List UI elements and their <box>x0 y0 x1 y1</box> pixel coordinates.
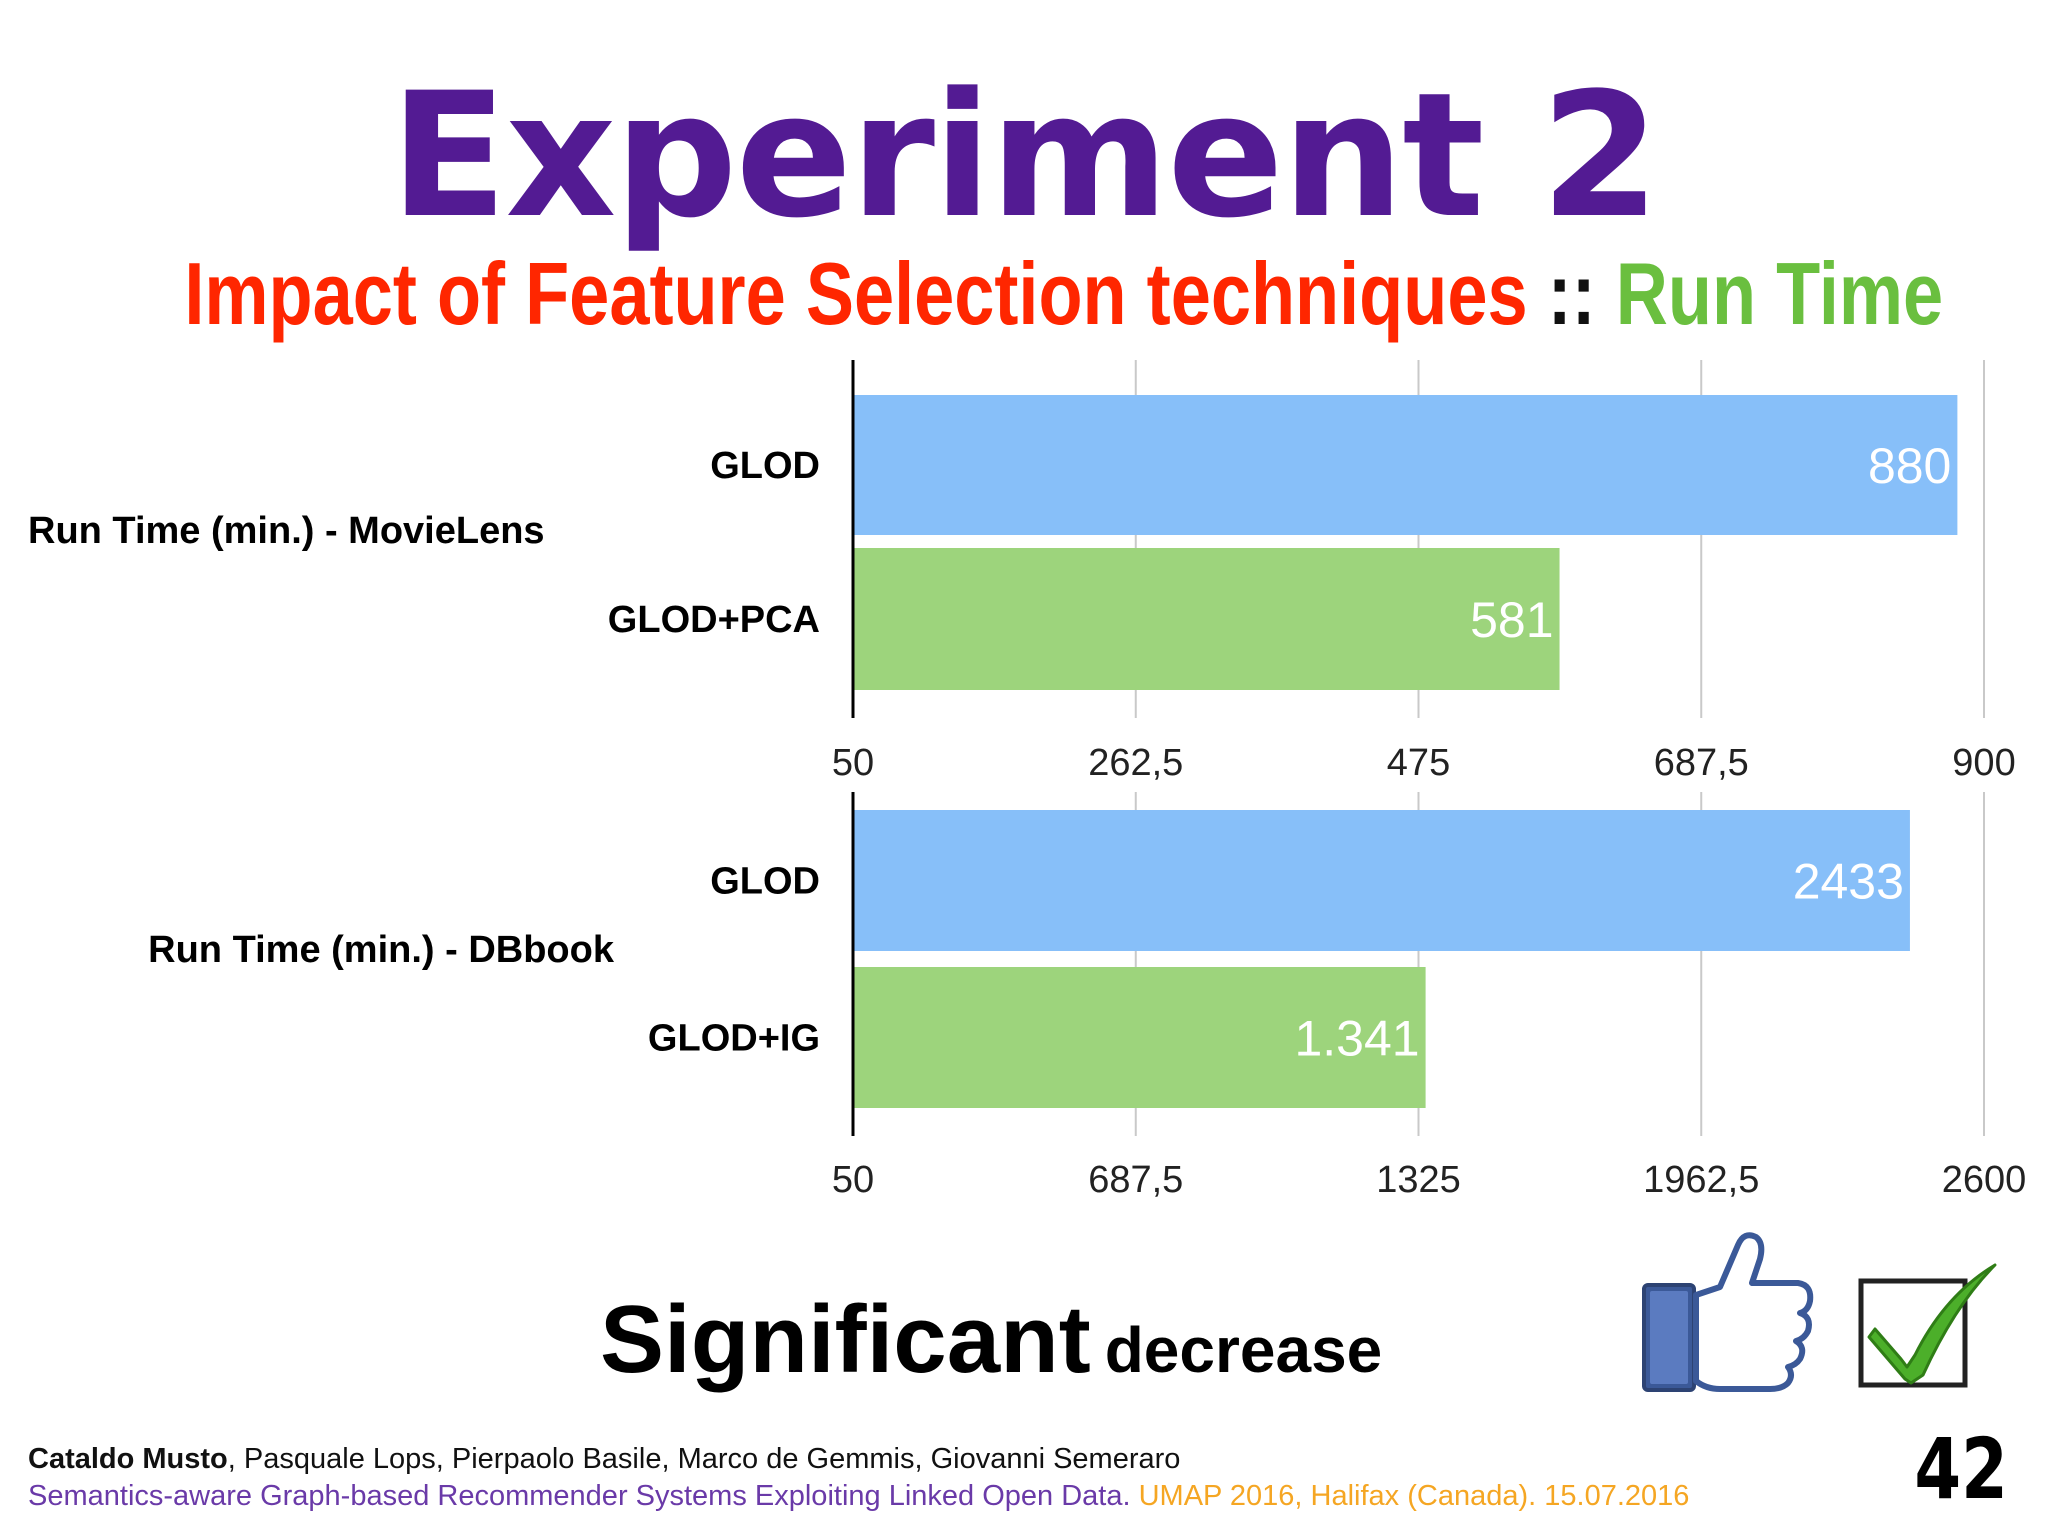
bar-glod-pca <box>853 548 1560 690</box>
category-label: GLOD+IG <box>648 1018 820 1060</box>
value-label: 1.341 <box>1294 1011 1419 1067</box>
category-label: GLOD+PCA <box>608 599 820 641</box>
tick-label: 50 <box>832 1159 874 1201</box>
bar-glod-ig <box>853 967 1426 1108</box>
value-label: 880 <box>1868 438 1951 494</box>
tick-label: 687,5 <box>1654 742 1749 784</box>
footer-authors: Cataldo Musto, Pasquale Lops, Pierpaolo … <box>28 1443 1180 1476</box>
conclusion-significant: Significant <box>600 1286 1091 1393</box>
slide-title: Experiment 2 <box>389 55 1660 256</box>
thumbs-up-icon <box>1642 1232 1814 1392</box>
slide-subtitle: Impact of Feature Selection techniques :… <box>184 250 1943 338</box>
bar-glod <box>853 810 1910 951</box>
tick-label: 687,5 <box>1088 1159 1183 1201</box>
footer-other-authors: , Pasquale Lops, Pierpaolo Basile, Marco… <box>227 1443 1181 1475</box>
tick-label: 1325 <box>1376 1159 1461 1201</box>
category-label: GLOD <box>710 861 820 903</box>
tick-label: 900 <box>1952 742 2015 784</box>
footer-venue: UMAP 2016, Halifax (Canada). 15.07.2016 <box>1130 1480 1690 1512</box>
bar-glod <box>853 395 1958 535</box>
subtitle-main: Impact of Feature Selection techniques <box>184 244 1528 343</box>
subtitle-accent: Run Time <box>1615 244 1944 343</box>
group-label: Run Time (min.) - MovieLens <box>28 510 545 552</box>
group-label: Run Time (min.) - DBbook <box>148 929 615 971</box>
tick-label: 475 <box>1387 742 1450 784</box>
slide-number: 42 <box>1914 1420 2008 1518</box>
footer-lead-author: Cataldo Musto <box>28 1443 228 1475</box>
tick-label: 262,5 <box>1088 742 1183 784</box>
tick-label: 2600 <box>1942 1159 2027 1201</box>
footer-citation: Semantics-aware Graph-based Recommender … <box>28 1480 1689 1513</box>
category-label: GLOD <box>710 445 820 487</box>
subtitle-separator: :: <box>1527 244 1616 343</box>
conclusion-decrease: decrease <box>1104 1314 1383 1386</box>
conclusion-text: Significant decrease <box>600 1285 1382 1395</box>
footer-paper-title: Semantics-aware Graph-based Recommender … <box>28 1480 1131 1512</box>
run-time-bar-charts: 880 GLOD 581 GLOD+PCA 50 262,5 475 687,5 900 Run … <box>28 360 2027 1201</box>
tick-label: 1962,5 <box>1643 1159 1759 1201</box>
value-label: 2433 <box>1793 854 1904 910</box>
tick-label: 50 <box>832 742 874 784</box>
value-label: 581 <box>1470 592 1553 648</box>
check-icon <box>1858 1263 1997 1388</box>
